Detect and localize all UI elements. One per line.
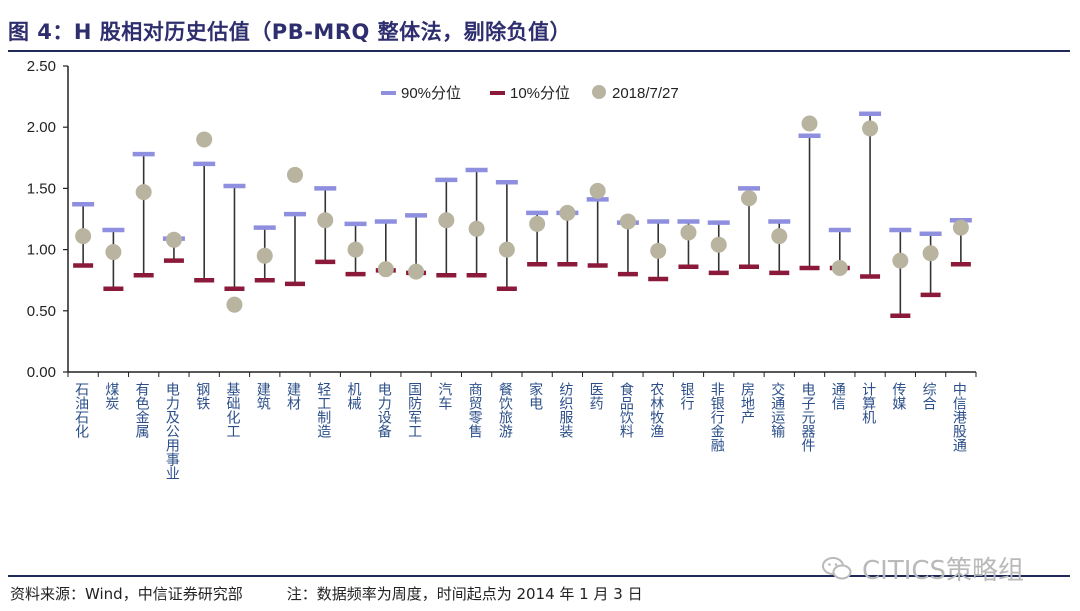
- x-category-label: 建材: [285, 382, 301, 410]
- current-value-dot: [256, 247, 273, 264]
- current-value-dot: [408, 263, 425, 280]
- x-category-label: 煤炭: [103, 382, 119, 410]
- x-category-label: 国防军工: [406, 382, 422, 438]
- current-value-dot: [680, 224, 697, 241]
- x-category-label: 家电: [527, 381, 543, 410]
- current-value-dot: [771, 228, 788, 245]
- current-value-dot: [559, 204, 576, 221]
- chart-marks: [72, 111, 972, 318]
- current-value-dot: [75, 228, 92, 245]
- x-category-label: 有色金属: [134, 382, 150, 438]
- y-tick-label: 2.50: [27, 58, 56, 75]
- x-category-label: 电力及公用事业: [164, 382, 180, 480]
- x-category-label: 机械: [346, 382, 362, 410]
- y-tick-label: 2.00: [27, 119, 56, 136]
- legend-p90-label: 90%分位: [401, 85, 461, 102]
- current-value-dot: [287, 166, 303, 183]
- current-value-dot: [377, 261, 394, 278]
- current-value-dot: [468, 220, 485, 237]
- x-category-label: 非银行金融: [709, 382, 725, 452]
- current-value-dot: [862, 120, 879, 137]
- watermark: CITICS策略组: [822, 550, 1024, 587]
- current-value-dot: [650, 242, 667, 259]
- footer-divider: [8, 575, 1070, 577]
- legend-current-label: 2018/7/27: [612, 85, 679, 102]
- current-value-dot: [317, 212, 334, 229]
- x-category-label: 交通运输: [769, 381, 785, 438]
- y-tick-label: 0.00: [27, 364, 56, 381]
- current-value-dot: [892, 252, 909, 269]
- x-category-label: 通信: [830, 382, 846, 410]
- x-axis: 石油石化 煤炭 有色金属 电力及公用事业 钢铁 基础化工 建筑 建材 轻工制造 机械 电力设备 国防军…: [67, 371, 977, 480]
- x-category-label: 汽车: [436, 382, 452, 410]
- source-note: 资料来源：Wind，中信证券研究部 注：数据频率为周度，时间起点为 2014 年 …: [10, 583, 643, 604]
- x-category-label: 传媒: [890, 382, 906, 410]
- chart-legend: 90%分位 10%分位 2018/7/27: [381, 85, 679, 102]
- current-value-dot: [952, 219, 969, 236]
- current-value-dot: [347, 241, 364, 258]
- y-axis: 0.00 0.50 1.00 1.50 2.00 2.50: [27, 58, 69, 381]
- wechat-icon: [822, 556, 852, 579]
- current-value-dot: [165, 231, 182, 248]
- current-value-dot: [801, 115, 818, 132]
- x-category-label: 房地产: [739, 382, 755, 425]
- x-category-label: 综合: [921, 382, 937, 410]
- x-category-label: 计算机: [860, 382, 876, 425]
- y-tick-label: 0.50: [27, 303, 56, 320]
- x-category-label: 商贸零售: [467, 382, 483, 438]
- current-value-dot: [529, 215, 546, 232]
- x-category-label: 食品饮料: [618, 381, 634, 438]
- x-category-label: 基础化工: [224, 381, 240, 438]
- title-divider: [8, 50, 1070, 52]
- note-text: 注：数据频率为周度，时间起点为 2014 年 1 月 3 日: [286, 585, 643, 603]
- x-category-label: 钢铁: [194, 382, 210, 410]
- current-value-dot: [741, 190, 757, 207]
- x-category-label: 石油石化: [73, 382, 89, 439]
- x-category-label: 纺织服装: [557, 382, 573, 438]
- legend-p10-label: 10%分位: [510, 85, 570, 102]
- y-tick-label: 1.50: [27, 180, 56, 197]
- x-category-label: 中信港股通: [951, 382, 967, 453]
- x-category-label: 电子元器件: [800, 382, 816, 452]
- current-value-dot: [105, 244, 122, 261]
- x-category-label: 餐饮旅游: [497, 382, 513, 439]
- current-value-dot: [196, 131, 213, 148]
- chart-title: 图 4：H 股相对历史估值（PB-MRQ 整体法，剔除负值）: [8, 20, 572, 44]
- source-text: 资料来源：Wind，中信证券研究部: [10, 585, 243, 603]
- current-value-dot: [135, 184, 152, 201]
- x-category-label: 电力设备: [376, 382, 392, 438]
- current-value-dot: [710, 236, 727, 253]
- current-value-dot: [438, 212, 455, 229]
- x-category-label: 医药: [588, 382, 604, 410]
- x-category-label: 农林牧渔: [648, 382, 664, 438]
- x-category-label: 建筑: [255, 382, 271, 411]
- legend-current-marker: [592, 85, 606, 99]
- y-tick-label: 1.00: [27, 242, 56, 259]
- x-category-label: 轻工制造: [315, 382, 331, 439]
- current-value-dot: [498, 241, 515, 258]
- current-value-dot: [922, 245, 939, 262]
- current-value-dot: [831, 259, 848, 276]
- watermark-text: CITICS策略组: [862, 556, 1025, 586]
- x-category-label: 银行: [678, 382, 694, 411]
- current-value-dot: [226, 296, 243, 313]
- current-value-dot: [589, 182, 606, 199]
- current-value-dot: [619, 213, 636, 230]
